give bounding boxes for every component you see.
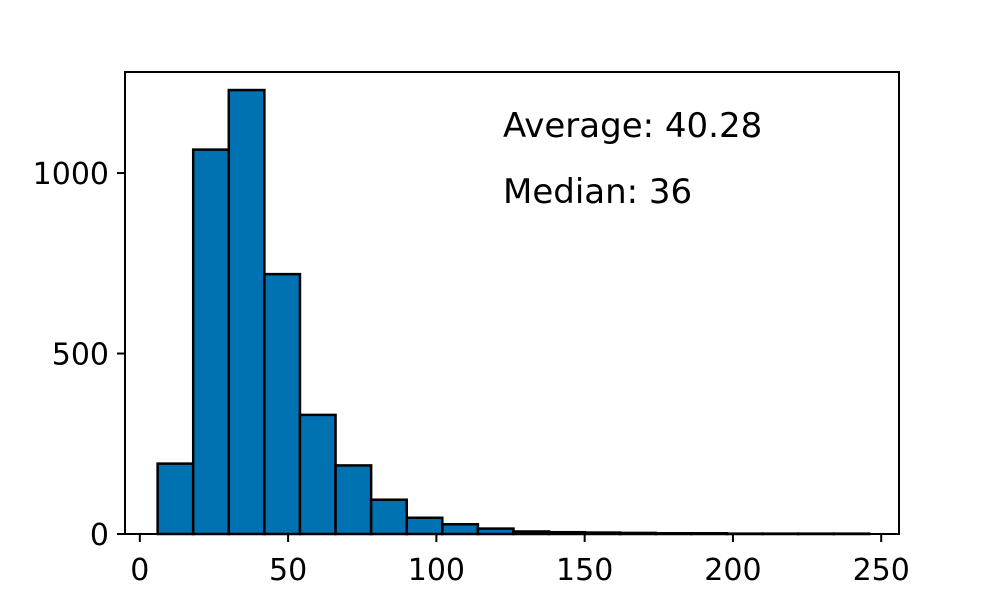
y-axis: 0 500 1000	[33, 157, 125, 553]
histogram-bar	[298, 413, 337, 536]
x-tick-label: 250	[853, 553, 910, 588]
y-tick-label: 0	[90, 518, 109, 553]
y-tick-label: 500	[52, 338, 109, 373]
x-tick-label: 50	[269, 553, 307, 588]
plot-frame	[124, 71, 900, 535]
histogram-bar	[369, 498, 408, 536]
histogram-bar	[263, 272, 302, 536]
x-tick-label: 200	[704, 553, 761, 588]
histogram-bar	[334, 464, 373, 536]
x-tick-label: 100	[408, 553, 465, 588]
histogram-bar	[405, 516, 444, 536]
histogram-bar	[156, 462, 195, 536]
bars-group	[156, 88, 871, 536]
histogram-bar	[441, 523, 480, 536]
average-annotation: Average: 40.28	[503, 106, 762, 146]
histogram-bar	[191, 148, 231, 536]
histogram-bar	[227, 88, 266, 536]
x-axis: 0 50 100 150 200 250	[130, 534, 910, 588]
y-tick-label: 1000	[33, 157, 109, 192]
median-annotation: Median: 36	[503, 172, 692, 212]
x-tick-label: 150	[556, 553, 613, 588]
x-tick-label: 0	[130, 553, 149, 588]
